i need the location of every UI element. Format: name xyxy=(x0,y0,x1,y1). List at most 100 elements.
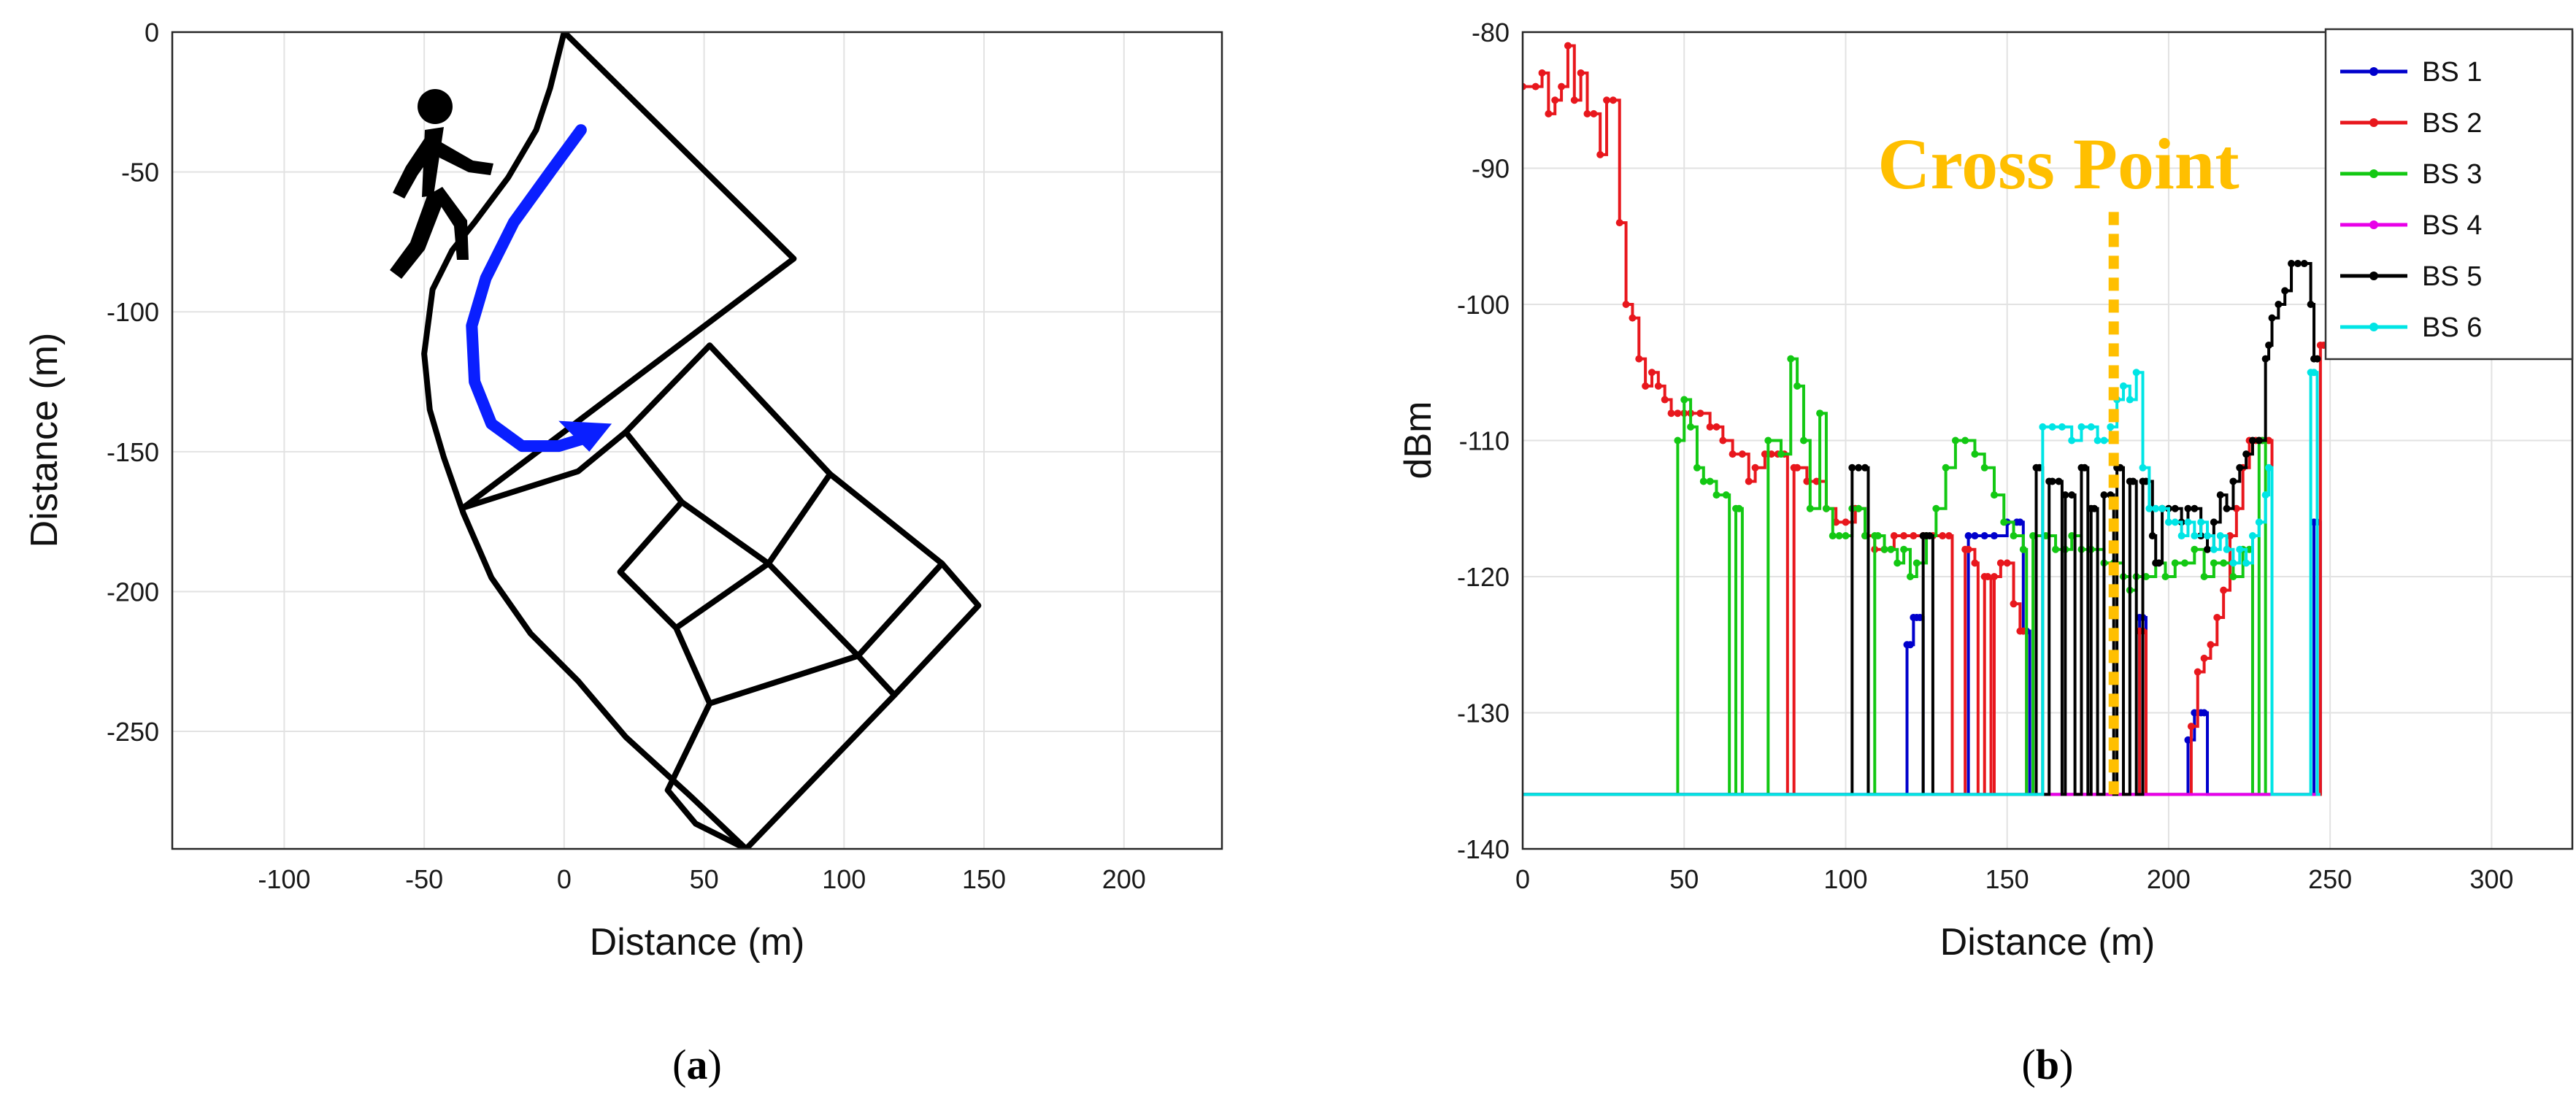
rss-x-tick-label: 50 xyxy=(1669,864,1699,894)
data-point xyxy=(2229,559,2237,567)
map-plot-area xyxy=(172,32,1222,849)
data-point xyxy=(2003,559,2011,567)
map-y-tick-labels: 0 -50 -100 -150 -200 -250 xyxy=(107,18,159,747)
data-point xyxy=(2242,450,2250,458)
map-x-tick-label: 50 xyxy=(690,864,719,894)
data-point xyxy=(1887,545,1895,553)
data-point xyxy=(1964,532,1972,540)
data-point xyxy=(1951,436,1959,445)
data-point xyxy=(1635,355,1643,363)
data-point xyxy=(1738,450,1746,458)
data-point xyxy=(2039,423,2047,431)
data-point xyxy=(2307,301,2315,308)
data-point xyxy=(1945,532,1953,540)
data-point xyxy=(1674,436,1682,445)
map-y-tick-label: 0 xyxy=(145,18,159,47)
data-point xyxy=(1696,409,1704,418)
data-point xyxy=(1990,491,1998,499)
data-point xyxy=(2255,436,2263,445)
legend-entry-label: BS 4 xyxy=(2422,210,2482,241)
data-point xyxy=(2145,504,2153,512)
data-point xyxy=(1745,477,1753,485)
data-point xyxy=(2148,532,2156,540)
data-point xyxy=(2139,463,2147,472)
map-x-tick-label: -100 xyxy=(258,864,310,894)
data-point xyxy=(2248,436,2256,445)
data-point xyxy=(1667,409,1675,418)
caption-a-letter: a xyxy=(687,1041,708,1088)
data-point xyxy=(2158,504,2166,512)
legend-entry-label: BS 5 xyxy=(2422,261,2482,292)
data-point xyxy=(1615,219,1623,227)
data-point xyxy=(2313,355,2321,363)
data-point xyxy=(2300,260,2308,268)
rss-y-tick-label: -90 xyxy=(1472,154,1510,184)
data-point xyxy=(2207,641,2215,649)
data-point xyxy=(1735,504,1743,512)
legend-box xyxy=(2324,28,2574,361)
map-x-tick-labels: -100 -50 0 50 100 150 200 xyxy=(258,864,1145,894)
road-network xyxy=(421,32,982,849)
series-line xyxy=(1523,371,2321,796)
data-point xyxy=(2000,518,2008,526)
data-point xyxy=(2265,463,2273,472)
data-point xyxy=(2061,491,2069,499)
road-segment xyxy=(421,32,750,849)
caption-b-letter: b xyxy=(2036,1041,2059,1088)
data-point xyxy=(2048,423,2056,431)
data-point xyxy=(2191,504,2199,512)
data-point xyxy=(2236,463,2244,472)
data-point xyxy=(1712,423,1720,431)
road-segment xyxy=(673,561,945,707)
rss-y-tick-labels: -80 -90 -100 -110 -120 -130 -140 xyxy=(1457,18,1510,864)
data-point xyxy=(2200,573,2208,580)
walking-route xyxy=(466,124,612,453)
cross-point-label: Cross Point xyxy=(1877,123,2239,204)
data-point xyxy=(2161,573,2169,580)
data-point xyxy=(2184,504,2192,512)
data-point xyxy=(2010,600,2018,608)
rss-x-tick-label: 250 xyxy=(2308,864,2352,894)
rss-x-tick-label: 150 xyxy=(1985,864,2029,894)
data-point xyxy=(2216,532,2224,540)
data-point xyxy=(1984,573,1992,580)
data-point xyxy=(2164,518,2172,526)
data-point xyxy=(1764,436,1772,445)
data-point xyxy=(2058,423,2066,431)
data-point xyxy=(1551,96,1559,104)
data-point xyxy=(2171,518,2179,526)
legend-entry-label: BS 3 xyxy=(2422,159,2482,190)
data-point xyxy=(1906,641,1914,649)
rss-x-tick-labels: 0 50 100 150 200 250 300 xyxy=(1515,864,2513,894)
data-point xyxy=(1570,96,1578,104)
data-point xyxy=(2191,532,2199,540)
map-y-axis-label: Distance (m) xyxy=(23,333,66,548)
data-point xyxy=(1687,423,1695,431)
data-point xyxy=(1793,463,1802,472)
map-x-tick-label: -50 xyxy=(405,864,443,894)
data-point xyxy=(2194,668,2202,676)
data-point xyxy=(2294,260,2302,268)
data-point xyxy=(2268,314,2276,322)
data-point xyxy=(1648,369,1656,377)
data-point xyxy=(1603,96,1611,104)
series-bs-6 xyxy=(1523,369,2321,796)
panel-b-rss-chart: Cross Point 0 50 100 150 200 250 300 -80 -90 -10… xyxy=(1397,18,2574,963)
data-point xyxy=(2236,545,2244,553)
walking-route-arrowhead xyxy=(558,420,612,452)
data-point xyxy=(1893,559,1902,567)
data-point xyxy=(1564,42,1572,50)
road-segment xyxy=(707,342,982,849)
map-y-tick-label: -100 xyxy=(107,297,159,327)
rss-x-tick-label: 300 xyxy=(2469,864,2513,894)
rss-x-tick-label: 0 xyxy=(1515,864,1530,894)
walking-route-line xyxy=(466,124,593,453)
legend-marker xyxy=(2369,220,2378,229)
rss-y-tick-label: -120 xyxy=(1457,562,1510,592)
data-point xyxy=(1971,559,1979,567)
data-point xyxy=(1971,450,1979,458)
data-point xyxy=(2132,369,2140,377)
data-point xyxy=(1722,491,1730,499)
legend-marker xyxy=(2369,169,2378,178)
data-point xyxy=(2310,369,2318,377)
